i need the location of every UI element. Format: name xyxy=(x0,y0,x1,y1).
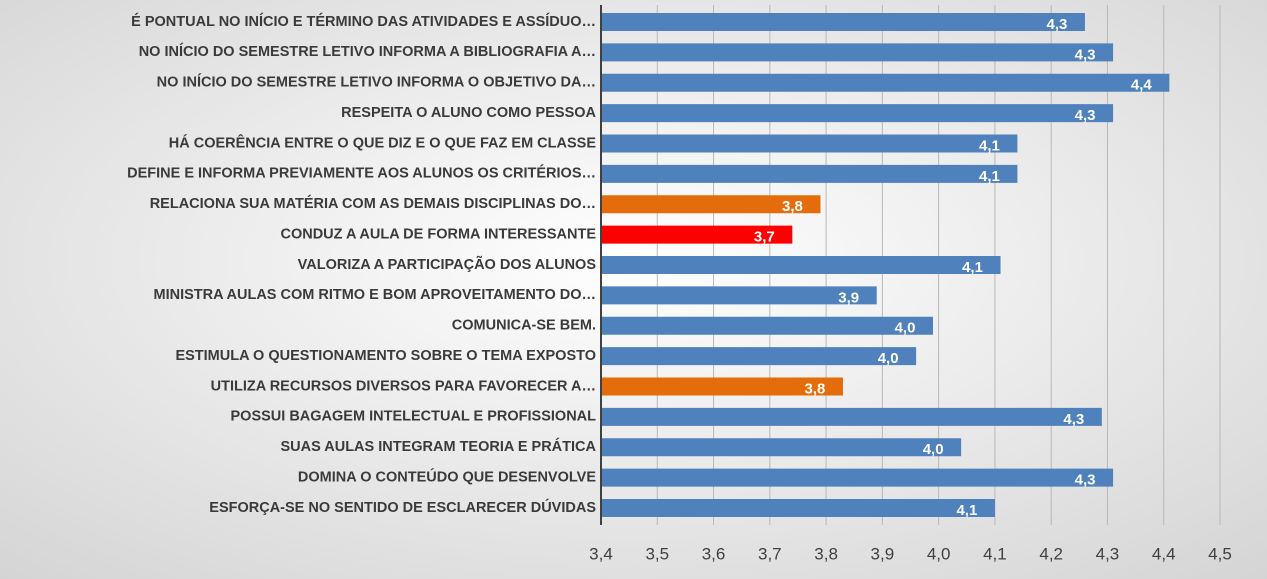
y-tick-label: ESTIMULA O QUESTIONAMENTO SOBRE O TEMA E… xyxy=(175,348,596,364)
y-tick-label: VALORIZA A PARTICIPAÇÃO DOS ALUNOS xyxy=(298,255,597,273)
x-tick-label: 4,3 xyxy=(1096,544,1120,563)
x-tick-label: 3,7 xyxy=(758,544,782,563)
y-tick-label: NO INÍCIO DO SEMESTRE LETIVO INFORMA O O… xyxy=(157,74,596,91)
y-tick-label: HÁ COERÊNCIA ENTRE O QUE DIZ E O QUE FAZ… xyxy=(169,133,597,151)
y-tick-label: SUAS AULAS INTEGRAM TEORIA E PRÁTICA xyxy=(280,438,596,455)
bar xyxy=(601,499,995,517)
bar xyxy=(601,316,934,335)
bar xyxy=(601,438,962,457)
y-tick-label: MINISTRA AULAS COM RITMO E BOM APROVEITA… xyxy=(153,287,596,303)
y-tick-label: CONDUZ A AULA DE FORMA INTERESSANTE xyxy=(280,226,596,242)
y-tick-label: ESFORÇA-SE NO SENTIDO DE ESCLARECER DÚVI… xyxy=(209,498,596,516)
bar xyxy=(601,286,877,305)
value-label: 4,4 xyxy=(1131,77,1153,94)
bar xyxy=(601,43,1114,62)
value-label: 4,3 xyxy=(1075,46,1096,63)
bar xyxy=(601,468,1114,487)
x-tick-label: 3,8 xyxy=(814,544,838,563)
value-label: 3,9 xyxy=(838,289,859,306)
y-tick-label: DOMINA O CONTEÚDO QUE DESENVOLVE xyxy=(298,467,596,485)
x-tick-label: 3,4 xyxy=(589,544,613,563)
bar xyxy=(601,73,1170,92)
x-tick-label: 3,9 xyxy=(871,544,895,563)
value-label: 4,0 xyxy=(895,320,916,337)
value-label: 4,1 xyxy=(979,137,1000,154)
value-label: 4,1 xyxy=(979,168,1000,185)
value-label: 3,8 xyxy=(805,380,826,397)
y-tick-label: POSSUI BAGAGEM INTELECTUAL E PROFISSIONA… xyxy=(231,409,597,425)
value-label: 4,3 xyxy=(1063,411,1084,428)
value-label: 4,3 xyxy=(1075,107,1096,124)
y-tick-label: UTILIZA RECURSOS DIVERSOS PARA FAVORECER… xyxy=(211,378,596,394)
bar xyxy=(601,195,821,214)
value-label: 4,0 xyxy=(923,441,944,458)
bar xyxy=(601,256,1001,274)
y-tick-label: RESPEITA O ALUNO COMO PESSOA xyxy=(341,105,596,121)
y-tick-label: NO INÍCIO DO SEMESTRE LETIVO INFORMA A B… xyxy=(139,43,596,60)
value-label: 3,8 xyxy=(782,198,803,215)
bar xyxy=(601,347,917,366)
value-label: 4,1 xyxy=(962,259,983,276)
y-tick-label: DEFINE E INFORMA PREVIAMENTE AOS ALUNOS … xyxy=(127,165,596,182)
bar xyxy=(601,377,843,396)
value-label: 4,1 xyxy=(956,502,977,519)
value-label: 4,3 xyxy=(1075,472,1096,489)
value-label: 4,3 xyxy=(1047,16,1068,33)
bar xyxy=(601,104,1114,123)
x-tick-label: 4,2 xyxy=(1039,544,1063,563)
y-tick-label: É PONTUAL NO INÍCIO E TÉRMINO DAS ATIVID… xyxy=(131,13,596,30)
bar xyxy=(601,13,1085,31)
x-tick-label: 4,4 xyxy=(1152,544,1176,563)
bar xyxy=(601,407,1102,426)
x-tick-label: 3,6 xyxy=(702,544,726,563)
x-tick-label: 3,5 xyxy=(645,544,669,563)
x-tick-label: 4,1 xyxy=(983,544,1007,563)
y-tick-label: COMUNICA-SE BEM. xyxy=(452,318,596,334)
bar xyxy=(601,134,1018,153)
bar xyxy=(601,225,793,244)
bar xyxy=(601,164,1018,183)
value-label: 4,0 xyxy=(878,350,899,367)
x-tick-label: 4,0 xyxy=(927,544,951,563)
value-label: 3,7 xyxy=(754,229,775,246)
y-tick-label: RELACIONA SUA MATÉRIA COM AS DEMAIS DISC… xyxy=(150,195,596,212)
x-tick-label: 4,5 xyxy=(1208,544,1232,563)
